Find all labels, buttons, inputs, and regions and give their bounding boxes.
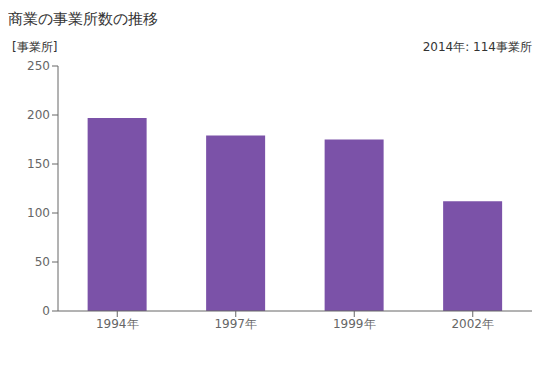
svg-text:200: 200	[27, 108, 50, 122]
svg-text:50: 50	[35, 255, 50, 269]
svg-text:100: 100	[27, 206, 50, 220]
svg-text:250: 250	[27, 59, 50, 73]
svg-text:1997年: 1997年	[214, 317, 257, 331]
svg-text:0: 0	[42, 304, 50, 318]
svg-text:2002年: 2002年	[451, 317, 494, 331]
html-text:[事業所]: [事業所]	[12, 40, 58, 54]
html-text:2014年: 114事業所: 2014年: 114事業所	[422, 40, 532, 54]
svg-text:150: 150	[27, 157, 50, 171]
svg-text:1994年: 1994年	[96, 317, 139, 331]
html-text:商業の事業所数の推移: 商業の事業所数の推移	[8, 10, 158, 28]
svg-text:1999年: 1999年	[333, 317, 376, 331]
